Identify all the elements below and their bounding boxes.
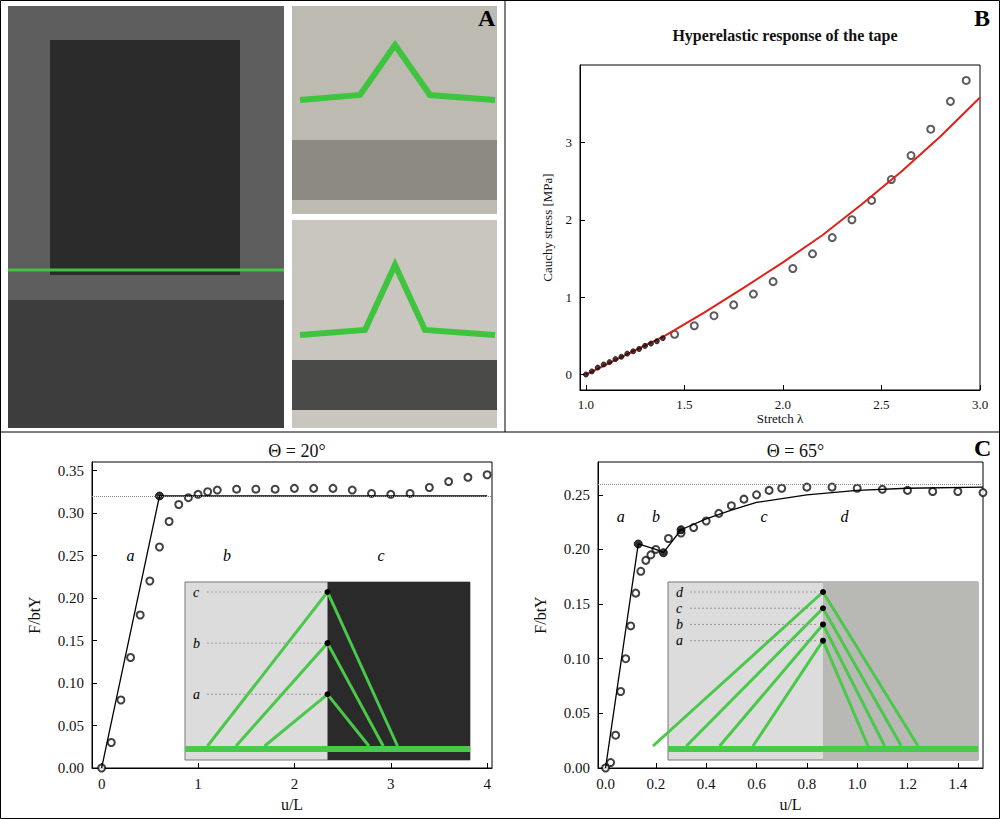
svg-text:d: d bbox=[676, 585, 684, 600]
svg-text:0.2: 0.2 bbox=[647, 776, 666, 792]
svg-text:1.4: 1.4 bbox=[948, 776, 967, 792]
svg-text:a: a bbox=[617, 508, 625, 525]
svg-text:C: C bbox=[974, 435, 991, 461]
svg-text:Hyperelastic response of the t: Hyperelastic response of the tape bbox=[672, 27, 897, 45]
svg-text:c: c bbox=[676, 601, 683, 616]
svg-text:0.15: 0.15 bbox=[58, 633, 84, 649]
svg-text:0.8: 0.8 bbox=[797, 776, 816, 792]
svg-text:b: b bbox=[223, 547, 231, 564]
svg-text:1.5: 1.5 bbox=[676, 397, 692, 412]
svg-text:b: b bbox=[193, 636, 200, 651]
svg-text:A: A bbox=[478, 5, 496, 31]
svg-text:Θ = 65°: Θ = 65° bbox=[767, 441, 824, 461]
svg-text:0.05: 0.05 bbox=[564, 705, 590, 721]
svg-text:0.10: 0.10 bbox=[58, 675, 84, 691]
svg-text:1: 1 bbox=[194, 776, 202, 792]
svg-text:b: b bbox=[652, 508, 660, 525]
svg-text:0.6: 0.6 bbox=[747, 776, 766, 792]
svg-text:0.4: 0.4 bbox=[697, 776, 716, 792]
svg-text:u/L: u/L bbox=[281, 796, 303, 813]
svg-text:2.5: 2.5 bbox=[873, 397, 889, 412]
svg-text:F/btY: F/btY bbox=[26, 596, 43, 634]
svg-text:2: 2 bbox=[291, 776, 299, 792]
svg-text:c: c bbox=[378, 547, 385, 564]
svg-text:F/btY: F/btY bbox=[532, 596, 549, 634]
svg-text:0.00: 0.00 bbox=[58, 760, 84, 776]
svg-text:b: b bbox=[676, 617, 683, 632]
svg-text:Stretch λ: Stretch λ bbox=[757, 411, 804, 426]
svg-text:1.0: 1.0 bbox=[578, 397, 594, 412]
svg-text:a: a bbox=[676, 633, 683, 648]
svg-text:0.10: 0.10 bbox=[564, 651, 590, 667]
svg-text:2.0: 2.0 bbox=[775, 397, 791, 412]
svg-text:u/L: u/L bbox=[779, 796, 801, 813]
svg-text:a: a bbox=[193, 687, 200, 702]
svg-text:0: 0 bbox=[98, 776, 106, 792]
svg-text:0.00: 0.00 bbox=[564, 760, 590, 776]
svg-text:B: B bbox=[974, 5, 990, 31]
svg-text:d: d bbox=[841, 508, 850, 525]
svg-text:0.35: 0.35 bbox=[58, 463, 84, 479]
svg-text:0: 0 bbox=[566, 367, 573, 382]
svg-text:4: 4 bbox=[483, 776, 491, 792]
svg-text:Cauchy stress [MPa]: Cauchy stress [MPa] bbox=[540, 173, 555, 281]
svg-text:1: 1 bbox=[566, 290, 573, 305]
svg-text:3: 3 bbox=[387, 776, 395, 792]
svg-text:0.30: 0.30 bbox=[58, 505, 84, 521]
svg-text:1.2: 1.2 bbox=[898, 776, 917, 792]
svg-text:0.25: 0.25 bbox=[564, 487, 590, 503]
svg-text:0.05: 0.05 bbox=[58, 718, 84, 734]
svg-text:a: a bbox=[127, 547, 135, 564]
svg-text:0.20: 0.20 bbox=[564, 541, 590, 557]
svg-text:c: c bbox=[193, 585, 200, 600]
svg-text:c: c bbox=[761, 508, 768, 525]
svg-text:3.0: 3.0 bbox=[972, 397, 988, 412]
svg-text:3: 3 bbox=[566, 135, 573, 150]
svg-text:2: 2 bbox=[566, 212, 573, 227]
svg-text:Θ = 20°: Θ = 20° bbox=[268, 441, 325, 461]
svg-text:0.15: 0.15 bbox=[564, 596, 590, 612]
svg-text:0.0: 0.0 bbox=[596, 776, 615, 792]
svg-text:0.25: 0.25 bbox=[58, 548, 84, 564]
svg-text:1.0: 1.0 bbox=[848, 776, 867, 792]
svg-text:0.20: 0.20 bbox=[58, 590, 84, 606]
